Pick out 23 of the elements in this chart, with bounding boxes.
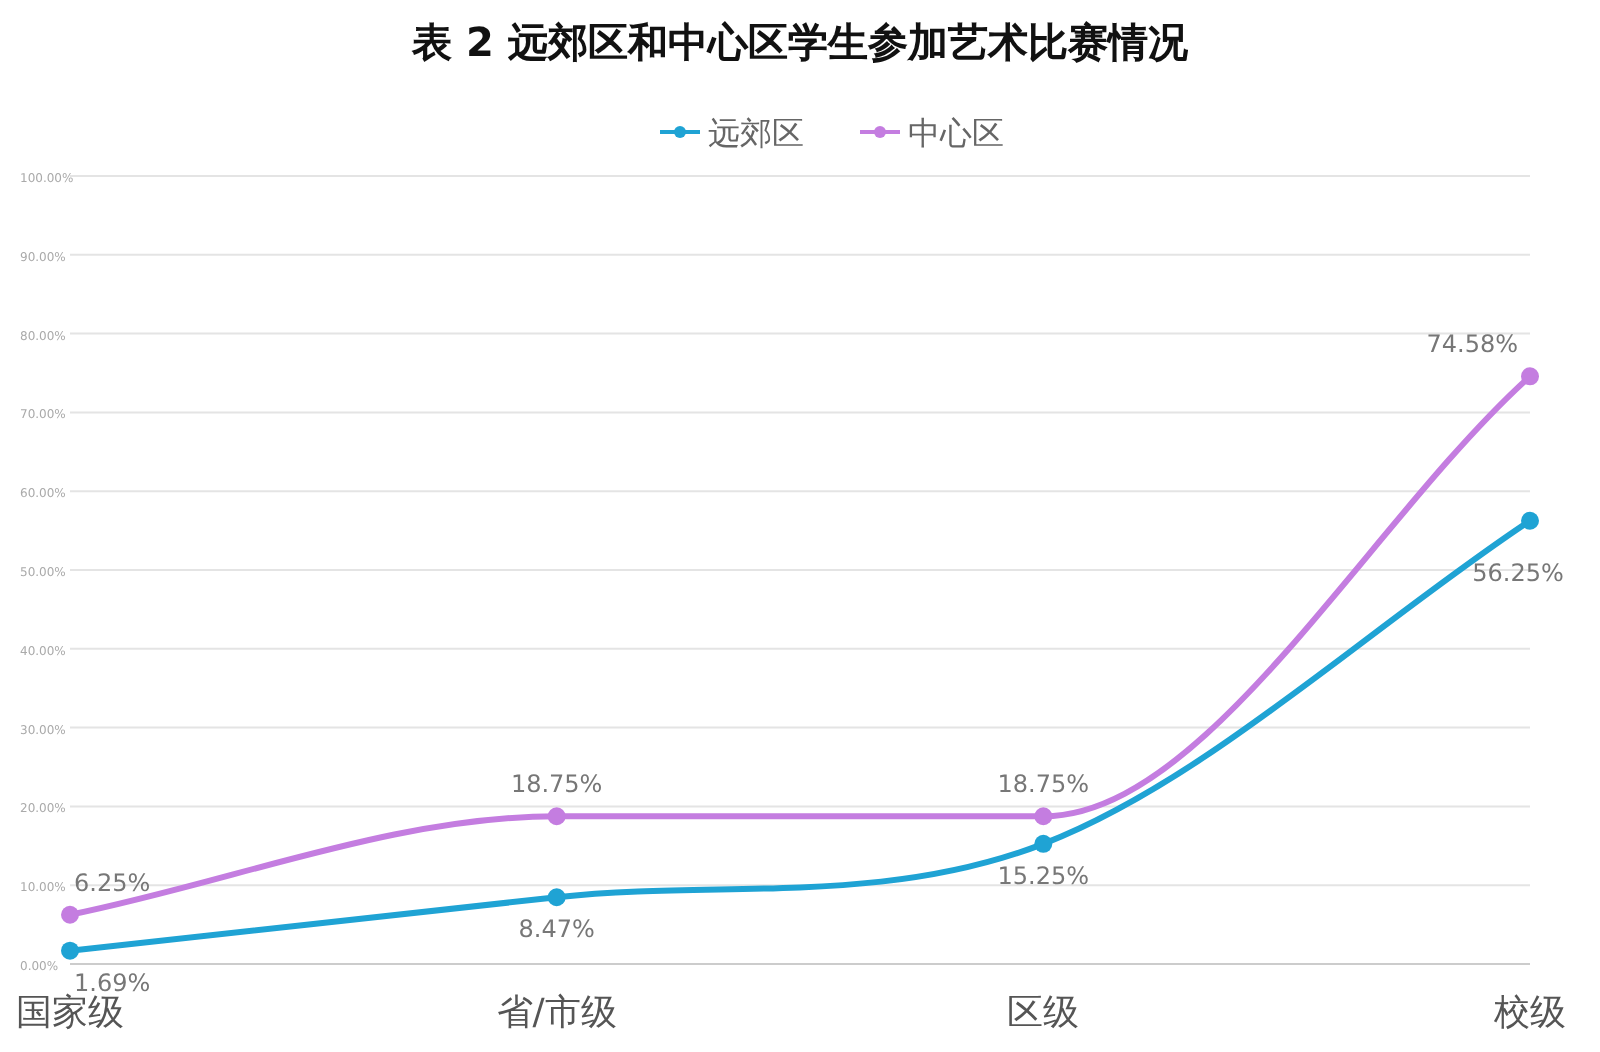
point <box>1034 834 1053 853</box>
point <box>1034 807 1053 826</box>
point <box>1521 367 1539 386</box>
data-label: 8.47% <box>518 915 595 944</box>
data-label: 18.75% <box>997 770 1090 799</box>
point <box>547 888 566 907</box>
point <box>61 941 79 960</box>
legend-label: 中心区 <box>908 114 1004 152</box>
data-label: 1.69% <box>74 968 151 997</box>
legend-label: 远郊区 <box>708 114 804 152</box>
x-tick-label: 国家级 <box>16 992 124 1034</box>
chart-title: 表 2 远郊区和中心区学生参加艺术比赛情况 <box>410 18 1190 66</box>
data-label: 15.25% <box>997 861 1090 890</box>
point <box>61 905 79 924</box>
point <box>547 807 566 826</box>
x-tick-label: 区级 <box>1007 992 1080 1034</box>
data-label: 18.75% <box>510 770 603 799</box>
data-label: 6.25% <box>74 868 151 897</box>
data-label: 74.58% <box>1426 330 1518 359</box>
x-tick-label: 省/市级 <box>496 992 617 1034</box>
data-label: 56.25% <box>1472 558 1564 587</box>
point <box>1521 511 1539 530</box>
x-tick-label: 校级 <box>1492 992 1566 1034</box>
